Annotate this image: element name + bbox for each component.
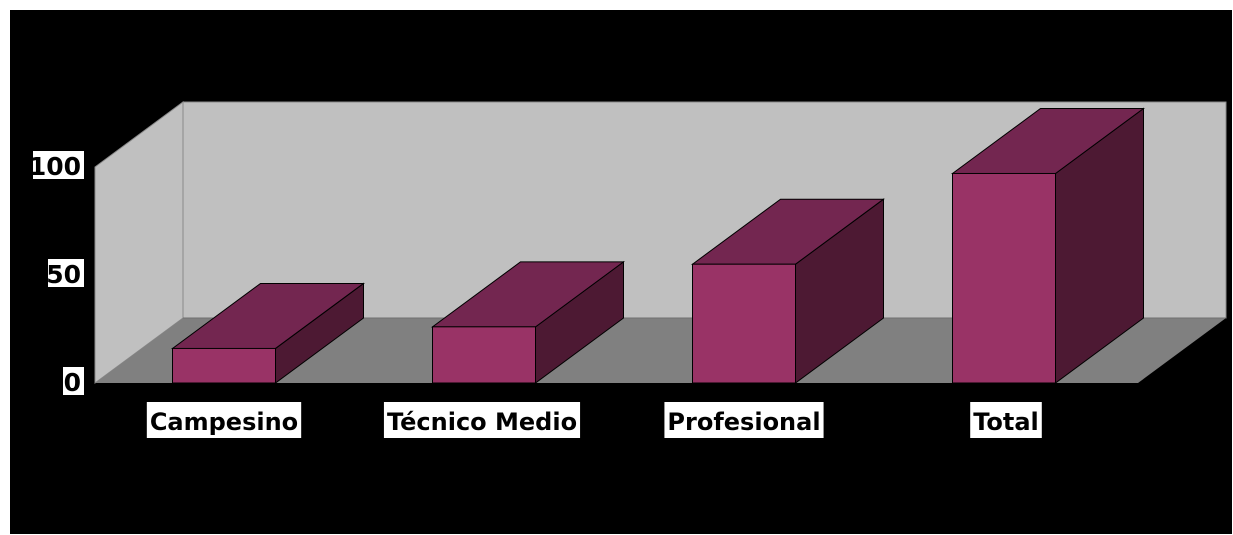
y-tick-label: 0: [64, 368, 81, 397]
y-tick-0: 0: [63, 367, 84, 397]
bar-front: [692, 263, 796, 384]
bar-front: [172, 347, 276, 384]
category-label-bg: [383, 402, 581, 438]
bar: [950, 107, 1146, 384]
y-tick-label: 100: [29, 152, 81, 181]
category-label: Campesino: [150, 408, 298, 436]
floor: [95, 318, 1226, 383]
bars: [170, 107, 1146, 384]
bar-front: [432, 326, 536, 384]
y-tick-label-bg: [48, 259, 84, 287]
category-label: Técnico Medio: [387, 408, 577, 436]
x-tick-1: Técnico Medio: [383, 402, 581, 438]
category-label-bg: [970, 402, 1042, 438]
x-tick-2: Profesional: [664, 402, 824, 438]
x-tick-0: Campesino: [146, 402, 302, 438]
x-tick-3: Total: [970, 402, 1042, 438]
category-label: Total: [973, 408, 1039, 436]
y-tick-label-bg: [63, 367, 84, 395]
category-label: Profesional: [667, 408, 820, 436]
y-tick-50: 50: [46, 259, 84, 289]
category-label-bg: [664, 402, 824, 438]
bar: [170, 282, 366, 384]
y-tick-label: 50: [46, 260, 81, 289]
y-tick-label-bg: [33, 151, 84, 179]
x-tick-labels: Campesino Técnico Medio Profesional Total: [146, 402, 1042, 438]
y-tick-100: 100: [29, 151, 84, 181]
category-label-bg: [146, 402, 302, 438]
bar: [690, 198, 886, 384]
bar-front: [952, 172, 1056, 384]
bar: [430, 260, 626, 384]
